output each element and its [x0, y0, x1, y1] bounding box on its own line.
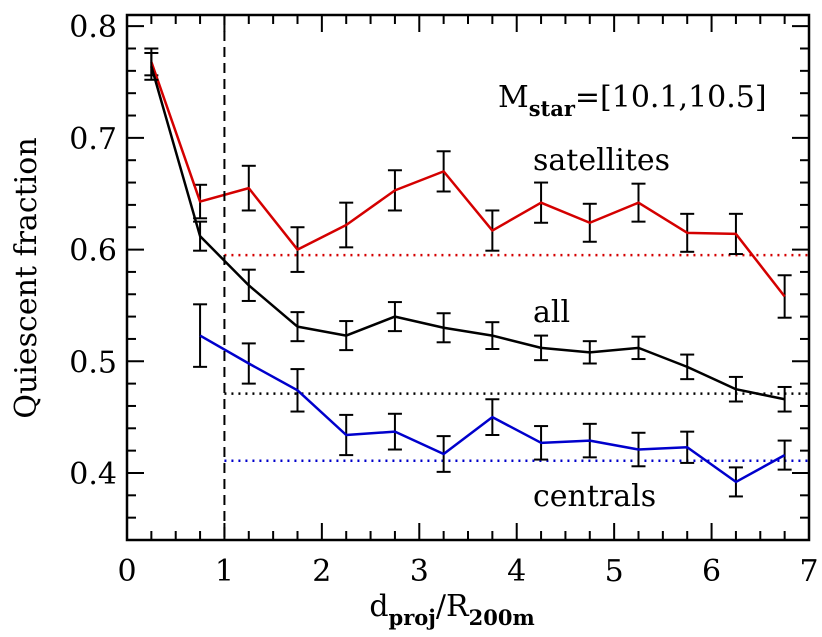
data-series — [144, 47, 792, 498]
x-axis-title-sub2: 200m — [469, 605, 535, 630]
x-tick-label: 0 — [117, 554, 136, 589]
x-tick-label: 6 — [702, 554, 721, 589]
annotation-satellites: satellites — [533, 143, 670, 178]
y-tick-label: 0.5 — [69, 345, 117, 380]
y-tick-label: 0.6 — [69, 234, 117, 269]
y-tick-label: 0.7 — [69, 122, 117, 157]
series-all — [144, 51, 792, 413]
x-axis-title: dproj/R200m — [369, 589, 534, 630]
x-tick-label: 4 — [507, 554, 526, 589]
x-axis-title-sep: /R — [436, 589, 470, 624]
series-line-satellites — [150, 61, 786, 298]
annotation-centrals: centrals — [533, 479, 656, 514]
series-line-centrals — [199, 334, 786, 484]
y-axis-title: Quiescent fraction — [9, 137, 44, 418]
x-axis-title-sub1: proj — [389, 605, 436, 630]
mass-label-range: =[10.1,10.5] — [575, 80, 767, 115]
mass-label-sub: star — [529, 96, 576, 121]
series-centrals — [193, 303, 792, 498]
x-tick-label: 1 — [215, 554, 234, 589]
x-tick-label: 2 — [312, 554, 331, 589]
mass-range-label: Mstar=[10.1,10.5] — [498, 80, 767, 121]
axis-tick-labels: 0 1 2 3 4 5 6 7 0.4 0.5 0.6 0.7 0.8 — [69, 10, 818, 589]
annotation-all: all — [533, 295, 570, 330]
x-axis-title-main: d — [369, 589, 388, 624]
x-tick-label: 5 — [605, 554, 624, 589]
y-tick-label: 0.8 — [69, 10, 117, 45]
x-tick-label: 3 — [410, 554, 429, 589]
series-line-all — [150, 66, 785, 401]
x-tick-label: 7 — [799, 554, 818, 589]
axis-ticks — [126, 15, 810, 541]
mass-label-prefix: M — [498, 80, 529, 115]
y-tick-label: 0.4 — [69, 457, 117, 492]
